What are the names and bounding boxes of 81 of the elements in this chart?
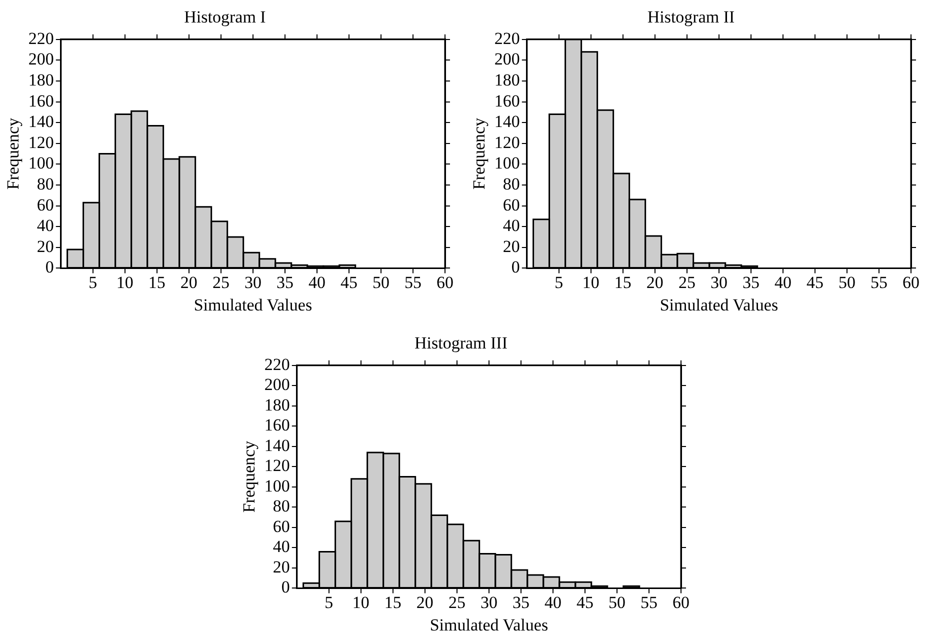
y-tick-label: 60 [36, 195, 54, 214]
x-axis-title: Simulated Values [660, 295, 778, 314]
y-tick-label: 20 [502, 236, 520, 256]
y-tick-label: 20 [36, 236, 54, 256]
x-tick-label: 35 [276, 272, 294, 292]
x-tick-label: 45 [806, 272, 824, 292]
y-tick-label: 60 [502, 195, 520, 214]
x-tick-label: 10 [116, 272, 134, 292]
x-tick-label: 30 [480, 592, 498, 612]
x-tick-label: 55 [640, 592, 658, 612]
y-tick-label: 160 [28, 91, 54, 110]
y-tick-label: 220 [494, 28, 520, 48]
x-tick-label: 60 [436, 272, 454, 292]
y-tick-label: 80 [502, 174, 520, 194]
x-tick-label: 35 [742, 272, 760, 292]
y-tick-label: 160 [264, 416, 290, 435]
x-axis-title: Simulated Values [194, 295, 312, 314]
y-tick-label: 160 [494, 91, 520, 110]
y-tick-label: 40 [502, 216, 520, 236]
y-tick-label: 180 [494, 70, 520, 90]
y-tick-label: 120 [28, 132, 54, 152]
x-tick-label: 55 [404, 272, 422, 292]
y-tick-label: 220 [264, 354, 290, 374]
y-tick-label: 140 [264, 436, 290, 455]
y-axis-title: Frequency [240, 440, 259, 513]
x-tick-label: 30 [710, 272, 728, 292]
y-tick-label: 100 [28, 154, 54, 173]
x-tick-label: 45 [576, 592, 594, 612]
x-tick-label: 25 [678, 272, 696, 292]
x-tick-label: 5 [324, 592, 334, 612]
y-tick-label: 200 [28, 50, 54, 69]
y-tick-label: 80 [272, 496, 290, 516]
y-tick-label: 40 [36, 216, 54, 236]
x-tick-label: 50 [372, 272, 390, 292]
x-tick-label: 20 [416, 592, 434, 612]
x-tick-label: 35 [512, 592, 530, 612]
chart-title: Histogram I [184, 8, 266, 27]
x-tick-label: 20 [646, 272, 664, 292]
x-tick-label: 25 [448, 592, 466, 612]
y-tick-label: 140 [494, 112, 520, 132]
x-tick-label: 10 [582, 272, 600, 292]
x-tick-label: 5 [88, 272, 98, 292]
y-tick-label: 200 [264, 375, 290, 394]
x-tick-label: 15 [148, 272, 166, 292]
y-tick-label: 0 [281, 578, 290, 597]
y-tick-label: 220 [28, 28, 54, 48]
y-tick-label: 120 [494, 132, 520, 152]
y-tick-label: 140 [28, 112, 54, 132]
y-tick-label: 180 [28, 70, 54, 90]
y-tick-label: 200 [494, 50, 520, 69]
x-tick-label: 30 [244, 272, 262, 292]
y-tick-label: 20 [272, 557, 290, 576]
x-tick-label: 25 [212, 272, 230, 292]
y-tick-label: 120 [264, 456, 290, 476]
y-axis-title: Frequency [4, 117, 23, 190]
x-tick-label: 60 [672, 592, 690, 612]
y-tick-label: 80 [36, 174, 54, 194]
y-tick-label: 0 [511, 258, 520, 277]
x-tick-label: 5 [554, 272, 564, 292]
y-tick-label: 100 [264, 476, 290, 496]
y-tick-label: 60 [272, 516, 290, 536]
y-axis-title: Frequency [470, 117, 489, 190]
x-tick-label: 60 [902, 272, 920, 292]
y-tick-label: 100 [494, 154, 520, 173]
chart-title: Histogram III [414, 334, 508, 353]
x-tick-label: 15 [614, 272, 632, 292]
x-tick-label: 20 [180, 272, 198, 292]
y-tick-label: 0 [45, 258, 54, 277]
x-tick-label: 15 [384, 592, 402, 612]
x-tick-label: 10 [352, 592, 370, 612]
x-tick-label: 40 [544, 592, 562, 612]
y-tick-label: 40 [272, 537, 290, 556]
x-tick-label: 40 [774, 272, 792, 292]
x-tick-label: 40 [308, 272, 326, 292]
x-tick-label: 45 [340, 272, 358, 292]
y-tick-label: 180 [264, 395, 290, 414]
x-tick-label: 50 [608, 592, 626, 612]
x-tick-label: 55 [870, 272, 888, 292]
chart-title: Histogram II [647, 8, 736, 27]
x-axis-title: Simulated Values [430, 615, 548, 634]
x-tick-label: 50 [838, 272, 856, 292]
